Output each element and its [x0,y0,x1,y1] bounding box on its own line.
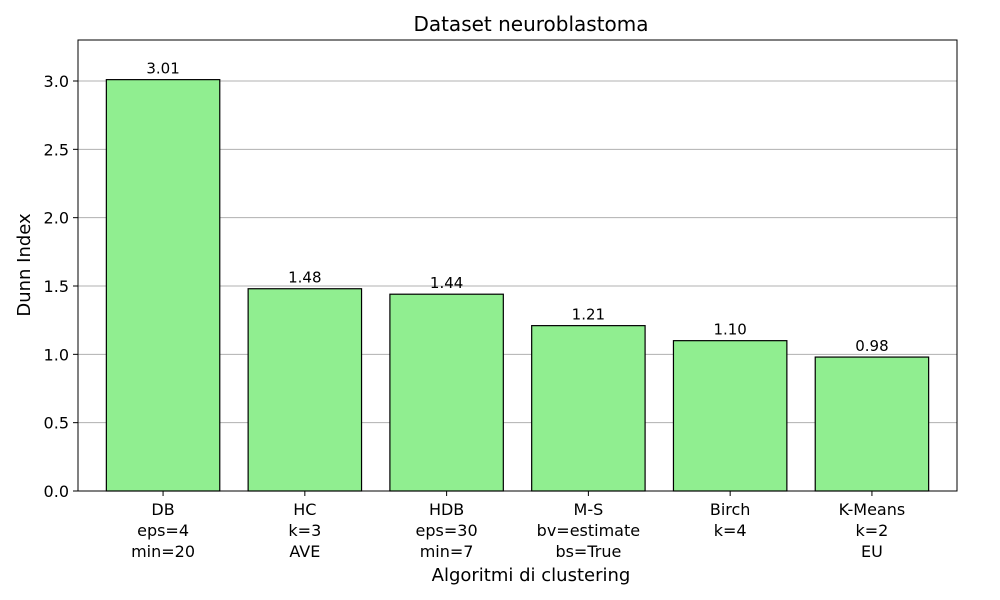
y-tick-label: 0.0 [44,482,69,501]
y-tick-label: 0.5 [44,414,69,433]
bar-value-label: 3.01 [146,60,179,78]
y-axis-title: Dunn Index [14,213,35,317]
x-tick-label: K-Means k=2 EU [839,500,906,561]
y-tick-label: 2.0 [44,209,69,228]
y-tick-label: 2.5 [44,140,69,159]
bar-value-label: 1.10 [713,321,746,339]
bar [389,293,504,492]
bar-value-label: 1.21 [572,306,605,324]
x-tick-label: HC k=3 AVE [288,500,321,561]
x-tick-label: HDB eps=30 min=7 [416,500,478,561]
x-axis-title: Algoritmi di clustering [432,565,631,586]
bar-value-label: 1.48 [288,269,321,287]
bar [105,79,221,492]
y-axis-ticks: 0.0 0.5 1.0 1.5 2.0 2.5 3.0 [44,72,78,501]
x-tick-label: M-S bv=estimate bs=True [537,500,640,561]
bar-value-label: 0.98 [855,337,888,355]
bar [247,288,363,492]
bar [531,325,646,492]
y-tick-label: 1.0 [44,345,69,364]
plot-frame [77,39,958,492]
bar [814,356,930,492]
bar [672,340,788,492]
x-tick-label: DB eps=4 min=20 [131,500,195,561]
y-tick-label: 3.0 [44,72,69,91]
y-tick-label: 1.5 [44,277,69,296]
x-axis-ticks: DB eps=4 min=20 HC k=3 AVE HDB eps=30 min=7 M-S bv… [131,491,905,561]
grid-lines [78,80,957,424]
bar-value-label: 1.44 [430,274,463,292]
bars: 3.01 1.48 1.44 1.21 1.10 0.98 [105,60,930,492]
x-tick-label: Birch k=4 [710,500,751,540]
chart-title: Dataset neuroblastoma [413,12,648,36]
